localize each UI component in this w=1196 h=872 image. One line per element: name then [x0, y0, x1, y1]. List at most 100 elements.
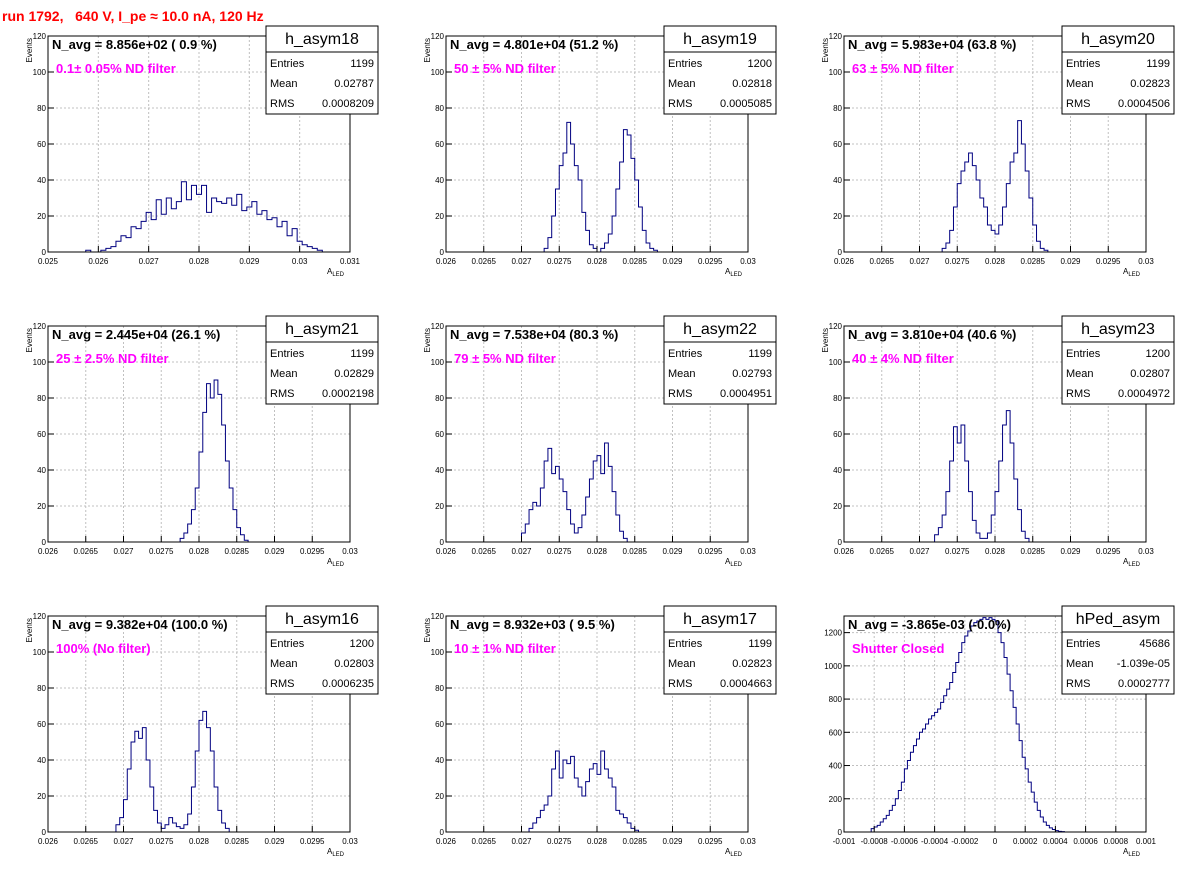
histogram-name: h_asym19 [683, 31, 757, 48]
x-tick-label: 0.029 [662, 257, 683, 266]
x-tick-label: 0.0265 [472, 837, 497, 846]
stats-value: 0.02823 [732, 658, 772, 670]
y-tick-label: 100 [829, 68, 843, 77]
histogram-series [179, 379, 249, 542]
y-tick-label: 80 [37, 394, 46, 403]
y-tick-label: 600 [829, 728, 843, 737]
y-tick-label: 0 [42, 248, 47, 257]
filter-note: 0.1± 0.05% ND filter [56, 61, 176, 76]
x-axis-label: ALED [327, 847, 345, 858]
y-tick-label: 80 [37, 104, 46, 113]
x-tick-label: 0.027 [139, 257, 160, 266]
stats-title-box [663, 605, 777, 633]
stats-label: Entries [270, 58, 305, 70]
stats-label: Mean [270, 78, 298, 90]
x-tick-label: 0.0275 [547, 837, 572, 846]
x-tick-label: 0.0285 [1021, 257, 1046, 266]
y-tick-label: 120 [431, 612, 445, 621]
histogram-panel: 0.026 0.0265 0.027 0.0275 0.028 0.0285 0.029 0.… [423, 25, 777, 278]
x-tick-label: 0.029 [239, 257, 260, 266]
x-axis-label: ALED [327, 557, 345, 568]
x-tick-label: 0.028 [985, 257, 1006, 266]
y-tick-label: 100 [33, 648, 47, 657]
histogram-series [543, 121, 658, 253]
x-tick-label: 0.026 [436, 257, 457, 266]
x-tick-label: 0.0285 [623, 837, 648, 846]
x-tick-label: 0.03 [1138, 257, 1154, 266]
x-tick-label: 0.0004 [1043, 837, 1068, 846]
x-tick-label: 0.0295 [1096, 257, 1121, 266]
run-title: run 1792, 640 V, I_pe ≈ 10.0 nA, 120 Hz [2, 8, 264, 24]
x-tick-label: 0.0295 [300, 837, 325, 846]
y-tick-label: 60 [435, 720, 444, 729]
stats-label: RMS [1066, 678, 1090, 690]
x-tick-label: 0.027 [113, 547, 134, 556]
x-tick-label: 0.03 [342, 547, 358, 556]
stats-value: 45686 [1139, 638, 1170, 650]
y-axis-label: Events [25, 618, 34, 642]
y-axis-label: Events [25, 328, 34, 352]
y-tick-label: 120 [829, 32, 843, 41]
filter-note: 79 ± 5% ND filter [454, 351, 556, 366]
stats-label: RMS [270, 388, 294, 400]
stats-box [1061, 631, 1175, 695]
x-tick-label: 0.027 [511, 547, 532, 556]
y-tick-label: 60 [37, 720, 46, 729]
y-tick-label: 20 [435, 792, 444, 801]
y-tick-label: 60 [37, 140, 46, 149]
x-tick-label: 0.0285 [225, 837, 250, 846]
y-axis-label: Events [423, 618, 432, 642]
histogram-series [85, 181, 323, 253]
y-tick-label: 0 [440, 538, 445, 547]
histogram-panel: 0.026 0.0265 0.027 0.0275 0.028 0.0285 0.029 0.… [821, 315, 1175, 568]
x-axis-label: ALED [327, 267, 345, 278]
y-axis-label: Events [821, 328, 830, 352]
y-tick-label: 60 [435, 430, 444, 439]
stats-value: 0.02829 [334, 368, 374, 380]
y-tick-label: 80 [435, 684, 444, 693]
stats-label: Entries [1066, 58, 1101, 70]
stats-box [663, 51, 777, 115]
y-tick-label: 1200 [824, 629, 842, 638]
stats-label: RMS [270, 98, 294, 110]
stats-value: 1200 [748, 58, 772, 70]
x-tick-label: 0.0265 [870, 257, 895, 266]
stats-label: Mean [1066, 658, 1094, 670]
y-tick-label: 120 [431, 322, 445, 331]
x-tick-label: 0.0275 [945, 547, 970, 556]
filter-note: 40 ± 4% ND filter [852, 351, 954, 366]
histogram-panel: 0.025 0.026 0.027 0.028 0.029 0.03 0.031 0 20 40 6… [25, 25, 379, 278]
y-tick-label: 120 [33, 322, 47, 331]
filter-note: 10 ± 1% ND filter [454, 641, 556, 656]
stats-value: 0.0002777 [1118, 678, 1170, 690]
x-tick-label: 0.0295 [698, 257, 723, 266]
y-tick-label: 60 [833, 140, 842, 149]
x-tick-label: 0.0265 [472, 257, 497, 266]
stats-value: 0.02787 [334, 78, 374, 90]
filter-note: 25 ± 2.5% ND filter [56, 351, 169, 366]
x-tick-label: 0.029 [662, 837, 683, 846]
stats-value: 0.0006235 [322, 678, 374, 690]
panel-header: N_avg = 8.932e+03 ( 9.5 %) [450, 617, 615, 632]
stats-value: 1199 [748, 638, 772, 650]
x-tick-label: 0.027 [511, 257, 532, 266]
y-tick-label: 200 [829, 795, 843, 804]
stats-box [265, 341, 379, 405]
y-tick-label: 20 [833, 212, 842, 221]
x-tick-label: 0.029 [662, 547, 683, 556]
stats-box [265, 51, 379, 115]
filter-note: 63 ± 5% ND filter [852, 61, 954, 76]
y-tick-label: 20 [435, 212, 444, 221]
histogram-name: hPed_asym [1076, 611, 1161, 628]
stats-label: Entries [1066, 348, 1101, 360]
x-tick-label: -0.001 [833, 837, 856, 846]
panel-header: N_avg = 7.538e+04 (80.3 %) [450, 327, 618, 342]
x-tick-label: 0.029 [264, 547, 285, 556]
x-tick-label: 0.0275 [547, 257, 572, 266]
x-axis-label: ALED [1123, 847, 1141, 858]
x-tick-label: 0.001 [1136, 837, 1157, 846]
x-tick-label: 0.0265 [870, 547, 895, 556]
x-tick-label: 0.0275 [149, 837, 174, 846]
stats-box [663, 341, 777, 405]
stats-label: RMS [1066, 98, 1090, 110]
